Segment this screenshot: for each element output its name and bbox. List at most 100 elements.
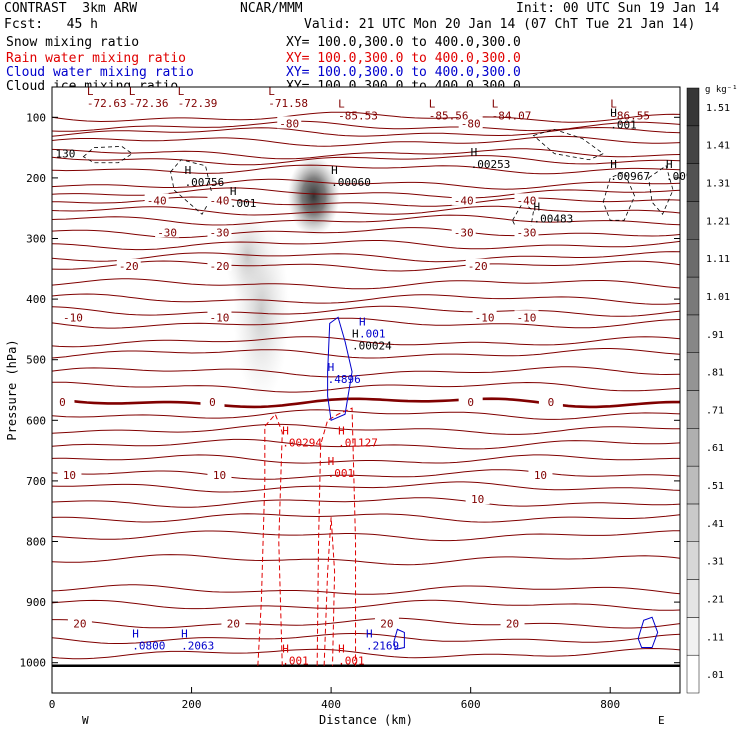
misc-contour-label: 130: [55, 148, 75, 161]
extremum-value: -72.63: [87, 97, 127, 110]
y-tick-label: 100: [26, 111, 46, 124]
contour-label-bg: [514, 310, 539, 323]
legend-rain-xy: XY= 100.0,300.0 to 400.0,300.0: [286, 51, 521, 66]
temperature-contour: [51, 397, 680, 409]
contour-label-bg: [538, 395, 563, 408]
contour-label-bg: [472, 310, 497, 323]
legend-snow: Snow mixing ratio: [6, 35, 140, 50]
extremum-marker: H: [610, 158, 617, 171]
extremum-value: .001: [230, 197, 257, 210]
rain-contour: [257, 413, 283, 666]
extremum-marker: L: [338, 97, 345, 110]
contour-label: -80: [279, 117, 299, 130]
colorbar-cell: [686, 276, 700, 316]
temperature-contour: [51, 164, 681, 175]
x-end-label-east: E: [658, 714, 665, 727]
x-tick-label: 400: [321, 698, 341, 711]
contour-label: -40: [210, 194, 230, 207]
center-label: NCAR/MMM: [240, 1, 303, 16]
extremum-marker: H: [338, 643, 345, 656]
contour-label: 10: [534, 469, 547, 482]
colorbar-label: 1.51: [706, 103, 730, 114]
contour-label-bg: [451, 193, 476, 206]
colorbar-unit: g kg⁻¹: [705, 85, 738, 95]
temperature-contour: [51, 205, 681, 216]
contour-label: -10: [63, 311, 83, 324]
valid-time: Valid: 21 UTC Mon 20 Jan 14 (07 ChT Tue …: [304, 17, 696, 32]
contour-label: -30: [454, 226, 474, 239]
cloud-water-value: .2169: [366, 640, 399, 653]
contour-label-bg: [155, 225, 180, 238]
temperature-contour: [51, 366, 681, 378]
colorbar-cell: [686, 201, 700, 240]
extremum-marker: L: [87, 85, 94, 98]
y-tick-label: 900: [26, 596, 46, 609]
colorbar-label: .61: [706, 443, 724, 454]
x-tick-label: 600: [461, 698, 481, 711]
forecast-hour: Fcst: 45 h: [4, 17, 98, 32]
extremum-value: .001: [338, 655, 365, 668]
extremum-value: -84.07: [492, 109, 532, 122]
contour-label-bg: [451, 225, 476, 238]
chart-title: CONTRAST 3km ARW: [4, 1, 138, 16]
temperature-contour: [51, 409, 681, 420]
temperature-contour: [51, 293, 681, 305]
extremum-marker: H: [282, 643, 289, 656]
cloud-water-value: .0800: [132, 640, 165, 653]
extremum-value: .001: [610, 118, 637, 131]
colorbar-cell: [686, 314, 700, 353]
temperature-contour: [51, 584, 681, 595]
extremum-marker: H: [533, 200, 540, 213]
extremum-value: .00967: [610, 170, 650, 183]
extremum-marker: H: [328, 455, 335, 468]
colorbar-label: 1.31: [706, 179, 730, 190]
x-axis-label: Distance (km): [319, 713, 413, 727]
extremum-value: .009: [666, 170, 693, 183]
contour-label-bg: [60, 310, 85, 323]
extremum-marker: L: [492, 97, 499, 110]
y-tick-label: 700: [26, 475, 46, 488]
temperature-contour: [51, 423, 680, 435]
extremum-marker: H: [666, 158, 673, 171]
extremum-value: .01127: [338, 437, 378, 450]
cloud-water-value: .2063: [181, 640, 214, 653]
colorbar-label: .71: [706, 405, 724, 416]
colorbar-label: .91: [706, 330, 724, 341]
cloud-water-contour: [393, 628, 405, 650]
colorbar-label: .51: [706, 481, 724, 492]
temperature-contour: [51, 481, 681, 493]
contour-label-bg: [207, 258, 232, 271]
colorbar-label: .11: [706, 632, 724, 643]
contour-label: -40: [454, 194, 474, 207]
rain-contour: [316, 407, 357, 666]
temperature-contour: [51, 111, 681, 123]
contour-label-bg: [514, 225, 539, 238]
temperature-contour: [51, 317, 681, 329]
contour-label-bg: [221, 616, 246, 629]
extremum-value: .00483: [533, 212, 573, 225]
colorbar-label: .31: [706, 557, 724, 568]
contour-label: -20: [468, 260, 488, 273]
colorbar-label: 1.11: [706, 254, 730, 265]
contour-label: 10: [63, 469, 76, 482]
contour-label-bg: [528, 467, 553, 480]
cloud-water-marker: H: [366, 628, 373, 641]
temperature-contour: [52, 617, 681, 629]
temperature-contour: [51, 178, 681, 190]
temperature-contour: [51, 497, 681, 508]
extremum-value: -72.39: [178, 97, 218, 110]
extremum-marker: L: [129, 85, 136, 98]
extremum-value: -85.56: [429, 109, 469, 122]
colorbar-cell: [686, 163, 700, 202]
y-tick-label: 400: [26, 293, 46, 306]
temperature-contour: [52, 381, 681, 393]
colorbar-cell: [686, 579, 700, 618]
contour-label: -30: [210, 226, 230, 239]
contour-label: 10: [213, 469, 226, 482]
extremum-value: .00024: [352, 340, 392, 353]
extremum-value: -86.55: [610, 109, 650, 122]
contour-label-bg: [458, 116, 483, 129]
y-axis-label: Pressure (hPa): [5, 339, 19, 440]
extremum-value: .00294: [282, 437, 322, 450]
